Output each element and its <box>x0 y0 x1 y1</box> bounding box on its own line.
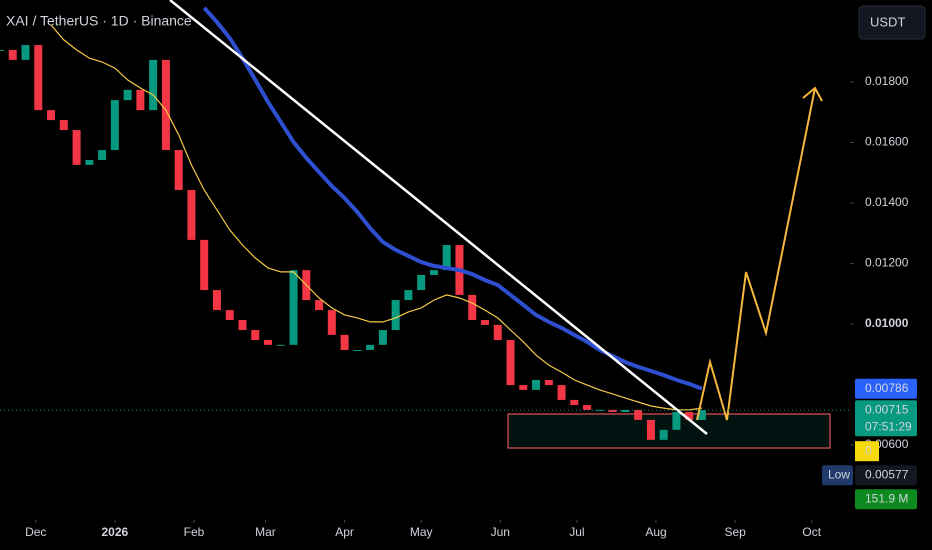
candle <box>340 334 349 350</box>
candle <box>47 110 56 121</box>
candle <box>404 290 413 301</box>
indicator-badge <box>855 441 879 462</box>
candle <box>264 340 273 345</box>
candle <box>659 429 668 440</box>
candle <box>276 344 285 346</box>
y-tick-label: 0.01000 <box>865 316 909 330</box>
candle <box>697 410 706 420</box>
countdown: 07:51:29 <box>865 419 912 433</box>
projection-arrow <box>802 86 823 102</box>
candle <box>646 419 655 440</box>
candle <box>621 409 630 413</box>
last-price-badge <box>855 400 917 437</box>
x-tick-label: Aug <box>645 525 666 539</box>
candle <box>327 310 336 335</box>
low-badge <box>855 465 917 486</box>
candle <box>0 49 4 51</box>
projection-path <box>696 87 816 421</box>
candle <box>212 290 221 311</box>
candle <box>251 330 260 341</box>
candle <box>353 349 362 351</box>
x-tick-label: 2026 <box>102 525 129 539</box>
x-tick-label: Jul <box>569 525 584 539</box>
candle <box>493 324 502 341</box>
candle <box>557 385 566 400</box>
low-value: 0.00577 <box>865 467 909 481</box>
candle <box>417 274 426 291</box>
support-zone <box>507 413 831 449</box>
y-tick-label: 0.01800 <box>865 74 909 88</box>
last-price-label: 0.00715 <box>865 402 909 416</box>
candle <box>672 412 681 430</box>
ma-price-badge <box>855 378 917 399</box>
candle <box>429 270 438 275</box>
x-tick-label: May <box>410 525 433 539</box>
plot-area <box>0 6 854 523</box>
candle <box>200 239 209 291</box>
x-tick-label: Sep <box>724 525 746 539</box>
candle <box>8 49 17 60</box>
x-tick-label: Oct <box>802 525 821 539</box>
moving-average-long <box>202 6 703 391</box>
y-tick-label: 0.01400 <box>865 195 909 209</box>
candle <box>225 310 234 321</box>
candle <box>544 379 553 386</box>
candle <box>583 405 592 410</box>
candle <box>468 294 477 321</box>
candle <box>123 89 132 101</box>
x-tick-label: Apr <box>335 525 354 539</box>
candle <box>595 409 604 411</box>
trend-line <box>169 0 708 435</box>
candle <box>34 45 43 111</box>
candle <box>149 59 158 111</box>
low-tag <box>822 465 853 486</box>
y-tick-label: 0.01200 <box>865 256 909 270</box>
candle <box>238 320 247 331</box>
chart-title: XAI / TetherUS · 1D · Binance <box>6 13 192 29</box>
candle <box>519 385 528 390</box>
candle <box>570 399 579 406</box>
candle <box>98 150 107 161</box>
candle <box>366 344 375 350</box>
currency-button[interactable] <box>858 5 926 40</box>
y-tick-label: 0.01600 <box>865 135 909 149</box>
candle <box>187 189 196 240</box>
x-tick-label: Mar <box>255 525 276 539</box>
candle <box>289 270 298 345</box>
currency-label: USDT <box>870 14 905 29</box>
candle <box>72 130 81 165</box>
candle <box>685 412 694 420</box>
candle <box>174 150 183 190</box>
candle <box>532 379 541 390</box>
x-tick-label: Jun <box>491 525 510 539</box>
candle <box>315 300 324 311</box>
candle <box>480 320 489 325</box>
candle <box>442 245 451 271</box>
candle <box>161 59 170 151</box>
candle <box>634 409 643 420</box>
x-tick-label: Feb <box>184 525 205 539</box>
moving-average-short <box>50 24 703 411</box>
candle <box>608 409 617 413</box>
candle <box>21 45 30 60</box>
candle <box>110 100 119 151</box>
ma-price-label: 0.00786 <box>865 381 909 395</box>
candle <box>506 340 515 386</box>
indicator-value: 0 <box>865 443 872 457</box>
candle <box>136 89 145 111</box>
volume-badge <box>855 489 917 510</box>
candle <box>391 300 400 331</box>
volume-label: 151.9 M <box>865 491 908 505</box>
candle <box>85 160 94 165</box>
x-tick-label: Dec <box>25 525 46 539</box>
candle <box>378 330 387 345</box>
low-label: Low <box>828 467 850 481</box>
candle <box>59 120 68 131</box>
